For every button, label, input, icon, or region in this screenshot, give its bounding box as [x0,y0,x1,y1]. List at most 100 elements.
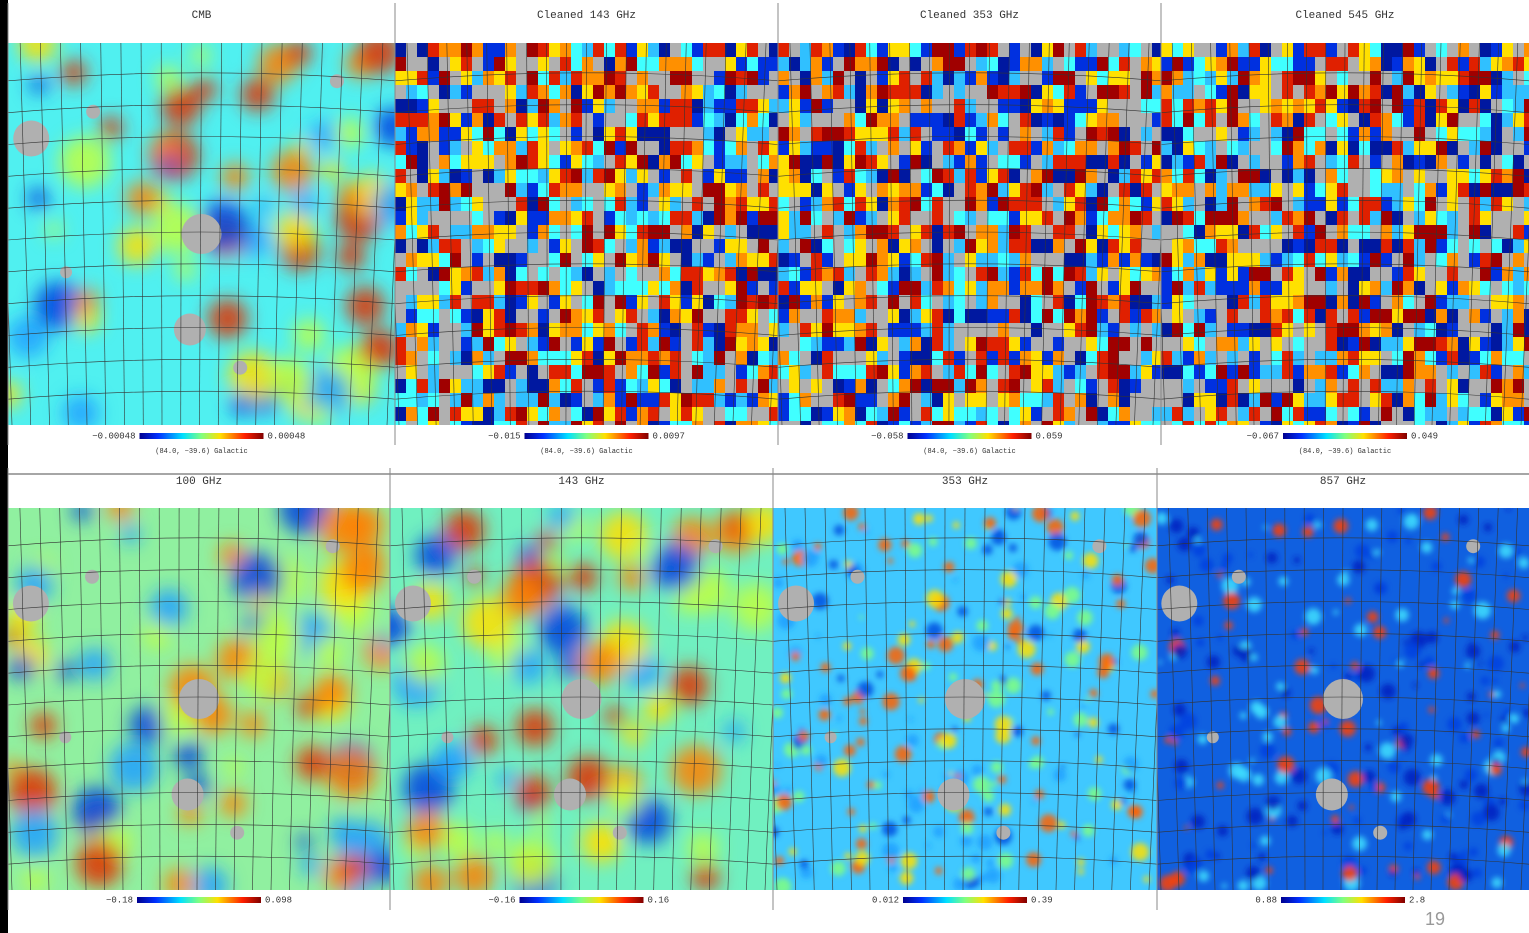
tile [1447,225,1458,239]
tile [1227,309,1238,323]
tile [789,365,800,379]
tile [800,421,811,435]
tile [1205,183,1216,197]
tile [439,337,450,351]
tile [1381,57,1392,71]
tile [910,155,921,169]
tile [703,225,714,239]
tile [1304,421,1315,435]
tile [1502,43,1513,57]
tile [1086,379,1097,393]
tile [516,337,527,351]
tile [1458,379,1469,393]
map-panel: Cleaned 545 GHz−0.0670.049(84.0, −39.6) … [1153,3,1529,456]
tile [648,155,659,169]
tile [822,323,833,337]
tile [450,225,461,239]
tile [998,169,1009,183]
tile [472,71,483,85]
tile [560,99,571,113]
tile [1304,281,1315,295]
tile [439,43,450,57]
tile [998,379,1009,393]
tile [1370,197,1381,211]
tile [1524,141,1529,155]
tile [1141,337,1152,351]
tile [1161,239,1172,253]
tile [494,183,505,197]
tile [1086,43,1097,57]
tile [1042,183,1053,197]
tile [1119,183,1130,197]
tile [877,71,888,85]
blob [10,809,58,857]
blob [900,871,914,885]
blob [887,647,905,665]
tile [987,169,998,183]
map-panel: Cleaned 143 GHz−0.0150.0097(84.0, −39.6)… [387,3,786,456]
tile [758,225,769,239]
tile [395,197,406,211]
tile [1064,393,1075,407]
tile [450,365,461,379]
blob [1193,615,1204,626]
tile [670,393,681,407]
tile [626,155,637,169]
tile [1009,239,1020,253]
tile [1359,43,1370,57]
tile [626,421,637,435]
tile [965,57,976,71]
blob [1422,830,1432,840]
tile [855,365,866,379]
mask-hole [13,121,49,157]
tile [582,57,593,71]
tile [811,57,822,71]
tile [483,113,494,127]
blob [1248,552,1253,557]
blob [882,822,897,837]
tile [472,43,483,57]
tile [461,225,472,239]
tile [1075,99,1086,113]
tile [659,43,670,57]
tile [954,267,965,281]
tile [1326,99,1337,113]
tile [954,127,965,141]
tile [899,309,910,323]
tile [439,267,450,281]
tile [1271,323,1282,337]
tile [758,71,769,85]
tile [1469,407,1480,421]
blob [1028,625,1044,641]
colorbar [1281,897,1405,903]
tile [1086,295,1097,309]
tile [1282,225,1293,239]
tile [1348,85,1359,99]
tile [648,183,659,197]
map [371,503,784,902]
tile [1194,141,1205,155]
tile [637,225,648,239]
tile [1172,71,1183,85]
tile [582,141,593,155]
tile [571,141,582,155]
blob [1311,666,1319,674]
tile [1337,127,1348,141]
tile [406,225,417,239]
tile [494,57,505,71]
blob [1462,589,1476,603]
tile [747,127,758,141]
tile [833,295,844,309]
tile [1216,267,1227,281]
tile [855,155,866,169]
tile [1075,407,1086,421]
blob [985,868,1000,883]
blob [61,60,87,86]
tile [1337,183,1348,197]
tile [1491,127,1502,141]
blob [775,763,780,768]
tile [1304,379,1315,393]
map-panel: Cleaned 353 GHz−0.0580.059(84.0, −39.6) … [770,3,1169,456]
tile [395,267,406,281]
blob [858,523,865,530]
